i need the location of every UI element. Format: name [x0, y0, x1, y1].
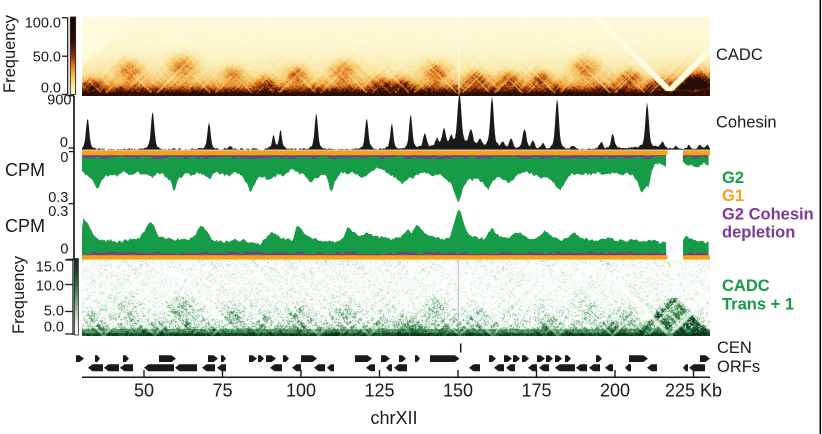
svg-text:50: 50 — [134, 381, 154, 401]
svg-text:0.0: 0.0 — [44, 320, 64, 336]
svg-text:CEN: CEN — [717, 339, 752, 357]
svg-text:125: 125 — [364, 381, 394, 401]
svg-text:225 Kb: 225 Kb — [665, 381, 722, 401]
svg-text:CADC: CADC — [716, 46, 763, 64]
svg-text:200: 200 — [600, 381, 630, 401]
svg-text:0.3: 0.3 — [48, 190, 68, 206]
svg-text:100.0: 100.0 — [25, 16, 61, 32]
svg-text:0.3: 0.3 — [48, 204, 68, 220]
svg-text:chrXII: chrXII — [370, 408, 417, 428]
svg-text:150: 150 — [443, 381, 473, 401]
svg-text:G2 Cohesin: G2 Cohesin — [722, 206, 814, 224]
svg-text:10.0: 10.0 — [36, 279, 64, 295]
svg-text:CADC: CADC — [722, 277, 770, 295]
svg-text:0: 0 — [60, 135, 68, 151]
svg-text:0.0: 0.0 — [41, 81, 61, 97]
svg-text:175: 175 — [521, 381, 551, 401]
svg-text:50.0: 50.0 — [33, 50, 61, 66]
svg-text:Trans + 1: Trans + 1 — [722, 296, 794, 314]
svg-text:G1: G1 — [722, 187, 744, 205]
svg-text:75: 75 — [212, 381, 232, 401]
svg-text:Frequency: Frequency — [1, 14, 19, 93]
svg-text:15.0: 15.0 — [36, 260, 64, 276]
svg-text:CPM: CPM — [5, 216, 45, 236]
svg-text:Frequency: Frequency — [10, 255, 28, 334]
svg-text:100: 100 — [286, 381, 316, 401]
svg-text:0: 0 — [60, 242, 68, 258]
svg-text:ORFs: ORFs — [717, 358, 760, 376]
svg-text:5.0: 5.0 — [44, 304, 64, 320]
svg-text:CPM: CPM — [5, 160, 45, 180]
svg-text:900: 900 — [47, 93, 71, 109]
svg-text:0: 0 — [60, 150, 68, 166]
svg-text:G2: G2 — [722, 169, 744, 187]
svg-text:Cohesin: Cohesin — [716, 114, 777, 132]
svg-text:depletion: depletion — [722, 224, 795, 242]
